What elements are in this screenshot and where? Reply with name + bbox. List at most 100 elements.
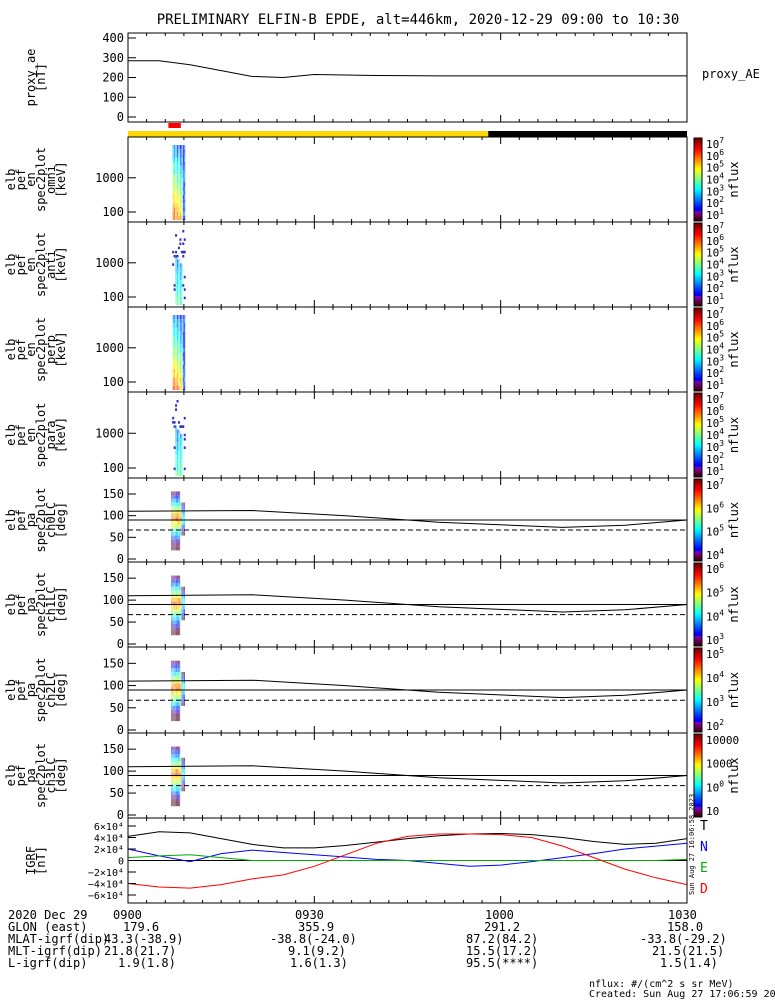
colorbar-swatch [694, 303, 702, 307]
spectrogram-pixel [175, 145, 177, 150]
spectrogram-pixel [179, 360, 181, 365]
spectrogram-pixel [175, 284, 177, 289]
spectrogram-pixel [171, 616, 173, 621]
spectrogram-pixel [174, 683, 176, 688]
spectrogram-pixel [184, 381, 186, 386]
spectrogram-pixel [172, 178, 174, 183]
spectrogram-pixel [178, 798, 179, 803]
spectrogram-pixel [181, 280, 183, 285]
spectrogram-pixel [178, 267, 180, 272]
spectrogram-pixel [177, 145, 178, 150]
spectrogram-pixel [177, 288, 178, 293]
spectrogram-pixel [180, 776, 182, 781]
spectrogram-pixel [172, 381, 174, 386]
spectrogram-pixel [176, 757, 177, 762]
footer-value: 95.5(****) [466, 956, 539, 970]
spectrogram-pixel [172, 506, 174, 510]
ylabel-line: ch2LC [44, 672, 58, 708]
spectrogram-pixel [177, 446, 178, 451]
colorbar-swatch [694, 405, 702, 409]
spectrogram-pixel [179, 594, 181, 598]
spectrogram-pixel [175, 348, 177, 353]
spectrogram-pixel [173, 713, 175, 718]
spectrogram-pixel [181, 365, 183, 370]
spectrogram-pixel [174, 668, 176, 672]
spectrogram-pixel [184, 757, 185, 762]
footer-value: 1.5(1.4) [660, 956, 718, 970]
spectrogram-pixel [177, 373, 178, 378]
ylabel-line: ch0LC [44, 502, 58, 538]
spectrogram-pixel [179, 546, 181, 551]
spectrogram-pixel [178, 369, 180, 374]
spectrogram-pixel [180, 757, 182, 762]
spectrogram-pixel [173, 582, 175, 587]
spectrogram-pixel [178, 292, 180, 297]
spectrogram-pixel [177, 791, 178, 796]
spectrogram-pixel [173, 672, 175, 676]
colorbar-swatch [694, 781, 702, 785]
colorbar-swatch [694, 456, 702, 459]
colorbar-swatch [694, 687, 702, 691]
spectrogram-pixel [171, 664, 173, 669]
colorbar-swatch [694, 658, 702, 662]
spectrogram-pixel [171, 502, 173, 507]
colorbar-swatch [694, 347, 702, 350]
spectrogram-pixel [178, 498, 179, 503]
spectrogram-pixel [177, 535, 178, 540]
spectrogram-pixel [178, 620, 179, 625]
spectrogram-pixel [174, 579, 176, 583]
spectrogram-pixel [174, 698, 176, 703]
spectrogram-pixel [179, 668, 181, 672]
colorbar-swatch [694, 460, 702, 463]
spectrogram-pixel [176, 672, 177, 676]
spectrogram-pixel [179, 331, 181, 336]
colorbar-tick-label: 104 [706, 608, 724, 623]
spectrogram-pixel [179, 292, 181, 297]
spectrogram-pixel [173, 446, 176, 449]
colorbar-swatch [694, 614, 702, 618]
colorbar-swatch [694, 287, 702, 290]
footer-value: 0930 [295, 908, 324, 922]
orbit-footer: 2020 Dec 29 0900 0930 1000 1030 GLON (ea… [0, 905, 775, 1000]
colorbar-swatch [694, 272, 702, 276]
spectrogram-pixel [184, 679, 185, 684]
spectrogram-pixel [173, 255, 176, 258]
colorbar-swatch [694, 608, 702, 612]
colorbar-swatch [694, 583, 702, 587]
colorbar-swatch [694, 775, 702, 779]
spectrogram-pixel [176, 582, 177, 587]
spectrogram-pixel [176, 601, 177, 606]
spectrogram-pixel [181, 211, 183, 216]
spectrogram-pixel [172, 605, 174, 610]
colorbar-tick-label: 102 [706, 718, 724, 733]
spectrogram-pixel [183, 296, 186, 300]
spectrogram-pixel [182, 377, 184, 382]
spectrogram-pixel [177, 709, 178, 714]
colorbar-swatch [694, 388, 702, 392]
spectrogram-pixel [181, 698, 183, 703]
colorbar-swatch [694, 169, 702, 172]
spectrogram-pixel [181, 284, 183, 289]
colorbar-swatch [694, 403, 702, 407]
colorbar-swatch [694, 758, 702, 762]
spectrogram-pixel [171, 717, 173, 722]
colorbar-swatch [694, 598, 702, 601]
colorbar-swatch [694, 802, 702, 806]
colorbar-swatch [694, 285, 702, 288]
spectrogram-pixel [181, 528, 183, 532]
ylabel-line: elb [4, 594, 18, 616]
spectrogram-pixel [178, 429, 180, 434]
spectrogram-pixel [178, 296, 180, 301]
colorbar-swatch [694, 322, 702, 326]
spectrogram-pixel [181, 765, 183, 769]
spectrogram-pixel [174, 612, 176, 617]
spectrogram-pixel [172, 535, 174, 540]
spectrogram-pixel [181, 385, 183, 390]
footer-value: 179.6 [123, 920, 160, 934]
ylabel-line: [nT] [34, 846, 48, 875]
spectrogram-pixel [174, 502, 176, 507]
spectrogram-pixel [177, 605, 178, 610]
colorbar-swatch [694, 472, 702, 476]
colorbar-swatch [694, 606, 702, 610]
